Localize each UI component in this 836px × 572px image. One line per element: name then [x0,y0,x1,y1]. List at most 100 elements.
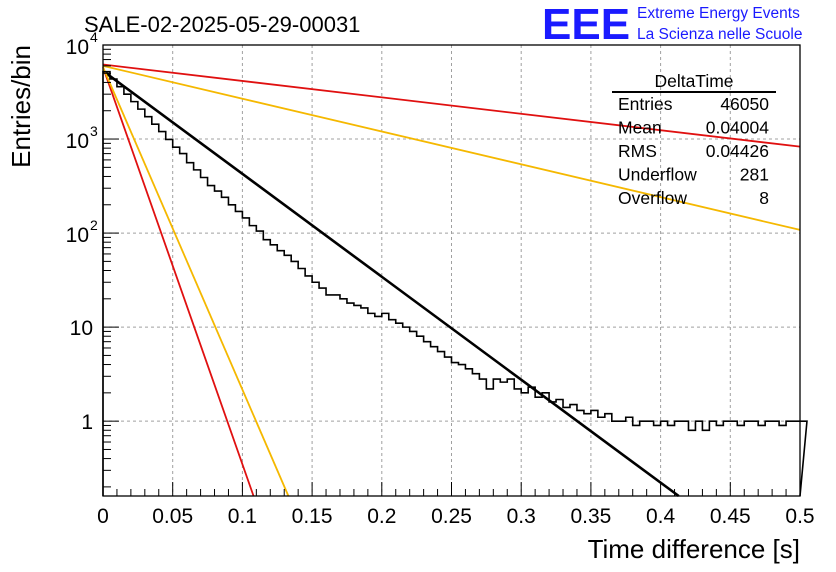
histogram-bin [737,425,744,496]
chart-title: SALE-02-2025-05-29-00031 [84,12,360,37]
histogram-bin [312,282,319,496]
stats-row-value: 8 [759,188,769,208]
histogram-bin [152,124,159,496]
fit-curves [102,63,801,498]
fit-curve-4 [102,66,290,497]
histogram-bin [201,177,208,496]
histogram-bin [786,421,793,496]
fit-curve-2 [102,64,801,231]
histogram-bin [549,402,556,496]
eee-logo-line1: Extreme Energy Events [637,5,800,22]
histogram-bin [326,295,333,496]
histogram-bin [793,421,800,496]
histogram-bin [640,421,647,496]
histogram-bin [521,393,528,496]
x-axis-label: Time difference [s] [588,534,800,564]
eee-logo-line2: La Scienza nelle Scuole [637,26,802,43]
histogram-bin [668,425,675,496]
y-tick-label: 10 [70,317,93,340]
histogram-bin [138,109,145,496]
histogram-bin [270,245,277,496]
histogram-bin [772,421,779,496]
histogram-bin [682,421,689,496]
histogram-bin [577,410,584,496]
histogram-bin [424,342,431,496]
histogram-bin [110,79,117,496]
histogram-bin [765,421,772,496]
histogram-bin [486,389,493,496]
histogram-bin [458,365,465,496]
histogram-bin [242,218,249,496]
histogram-bin [452,363,459,496]
histogram-bin [382,313,389,496]
histogram-bin [758,425,765,496]
fit-curve-1 [102,63,801,148]
histogram-bin [215,191,222,496]
histogram-bin [633,425,640,496]
stats-row-value: 46050 [720,94,769,114]
histogram-bin [173,147,180,496]
x-tick-label: 0.35 [570,505,611,528]
histogram-bin [479,379,486,496]
histogram-bin [661,421,668,496]
histogram-bin [361,308,368,496]
histogram-bin [556,399,563,496]
histogram [102,70,808,497]
histogram-bin [472,374,479,496]
x-tick-label: 0.5 [785,505,814,528]
fit-curve-3 [102,66,255,497]
stats-row-label: Underflow [618,165,697,185]
stats-row-label: Entries [618,94,673,114]
y-tick-exponent: 3 [90,123,98,139]
histogram-bin [347,303,354,496]
histogram-bin [131,102,138,496]
histogram-bin [249,226,256,496]
histogram-bin [208,186,215,496]
histogram-bin [507,379,514,496]
y-tick-exponent: 4 [90,29,98,45]
fit-curve-0 [102,69,680,498]
histogram-bin [709,421,716,496]
histogram-bin [744,421,751,496]
stats-row-value: 281 [740,165,769,185]
histogram-bin [166,139,173,496]
histogram-bin [256,231,263,496]
histogram-bin [159,132,166,496]
stats-box-title: DeltaTime [654,71,733,91]
histogram-bin [695,421,702,496]
histogram-bin [431,347,438,496]
histogram-bin [117,87,124,496]
histogram-bin [675,421,682,496]
x-tick-label: 0.05 [152,505,193,528]
histogram-bin [591,410,598,496]
x-tick-label: 0.2 [367,505,396,528]
x-tick-label: 0 [97,505,109,528]
histogram-bin [277,251,284,496]
histogram-bin [291,261,298,496]
histogram-bin [438,352,445,496]
histogram-bin [319,288,326,496]
histogram-bin [500,382,507,496]
stats-row-label: Mean [618,118,662,138]
histogram-bin [340,299,347,496]
histogram-bin [654,425,661,496]
histogram-bin [187,163,194,496]
y-axis-label: Entries/bin [6,45,36,168]
x-tick-label: 0.4 [646,505,676,528]
stats-row-value: 0.04004 [706,118,770,138]
histogram-bin [647,421,654,496]
histogram-bin [465,369,472,496]
x-tick-label: 0.1 [228,505,257,528]
histogram-bin [723,421,730,496]
stats-box: DeltaTime Entries 46050 Mean 0.04004 RMS 0.04… [612,71,776,208]
x-tick-label: 0.25 [431,505,472,528]
histogram-bin [235,211,242,496]
histogram-bin [124,94,131,496]
histogram-bin [716,425,723,496]
histogram-bin [598,417,605,496]
histogram-bin [800,421,807,496]
histogram-bin [514,389,521,496]
histogram-bin [375,316,382,496]
histogram-bin [333,295,340,496]
histogram-bin [410,331,417,496]
